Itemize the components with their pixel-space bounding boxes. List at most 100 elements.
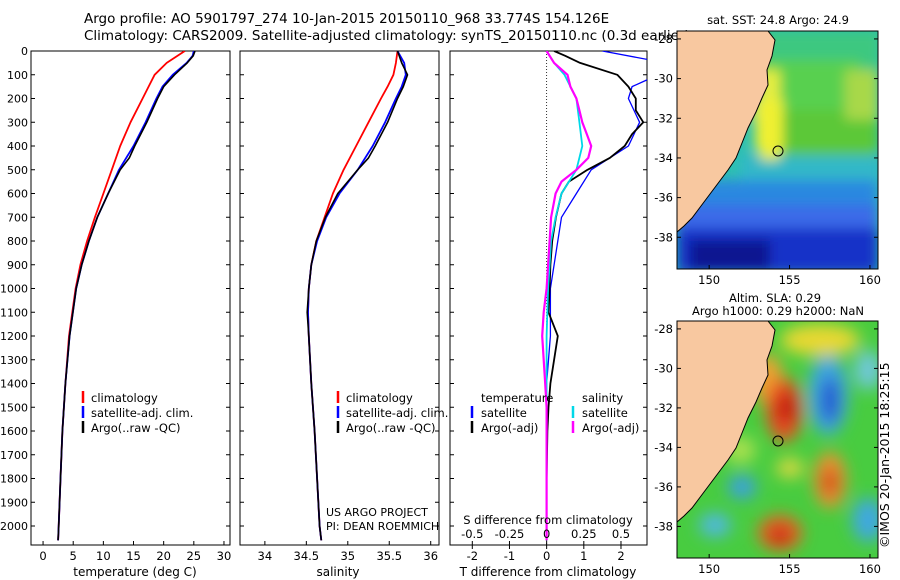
temperature-x-tick-label: 25	[186, 549, 201, 563]
depth-tick-label: 100	[7, 69, 28, 82]
temperature-axes-frame	[30, 50, 231, 546]
depth-tick-label: 2000	[0, 520, 28, 533]
difference-s-tick-label: 0.25	[571, 527, 597, 541]
temperature-argo-line	[57, 51, 196, 541]
sla-lon-tick-label: 155	[779, 562, 801, 576]
legend-label-satellite-adj: satellite-adj. clim.	[91, 406, 193, 420]
sst-lat-tick-label: -36	[654, 191, 673, 205]
depth-tick-label: 800	[7, 235, 28, 248]
temperature-x-tick-label: 5	[70, 549, 77, 563]
figure-title: Argo profile: AO 5901797_274 10-Jan-2015…	[84, 11, 690, 45]
legend-label-argo: Argo(..raw -QC)	[346, 421, 436, 435]
salinity-legend: climatology satellite-adj. clim. Argo(..…	[336, 391, 448, 435]
difference-t-tick-label: 1	[580, 549, 587, 563]
sla-map-title-line2: Argo h1000: 0.29 h2000: NaN	[692, 304, 864, 318]
difference-s-tick-label: 0.5	[612, 527, 630, 541]
sla-field	[677, 321, 878, 558]
temperature-series	[57, 51, 196, 541]
temperature-x-ticks: 0 5 10 15 20 25 30	[39, 541, 231, 563]
temperature-x-tick-label: 10	[96, 549, 111, 563]
salinity-series	[306, 51, 409, 541]
temperature-xlabel: temperature (deg C)	[73, 565, 196, 579]
credit-project: US ARGO PROJECT	[326, 506, 428, 519]
temperature-x-tick-label: 20	[156, 549, 171, 563]
difference-t-ticks: -2 -1 0 1 2	[467, 541, 625, 563]
sla-map-title-line1: Altim. SLA: 0.29	[729, 291, 821, 305]
legend-label-t-argo: Argo(-adj)	[481, 421, 538, 435]
sst-lon-tick-label: 160	[859, 273, 881, 287]
sla-map: Altim. SLA: 0.29 Argo h1000: 0.29 h2000:…	[654, 291, 881, 576]
salinity-argo-line	[306, 51, 409, 541]
salinity-y-ticks	[240, 50, 439, 527]
difference-t-satellite-line	[545, 51, 647, 541]
sst-map-frame	[676, 30, 879, 270]
sst-lat-tick-label: -32	[654, 111, 673, 125]
temperature-x-tick-label: 0	[39, 549, 46, 563]
depth-tick-label: 300	[7, 116, 28, 129]
sla-lat-tick-label: -28	[654, 322, 673, 336]
salinity-xlabel: salinity	[316, 565, 359, 579]
difference-s-tick-label: -0.5	[461, 527, 483, 541]
depth-tick-label: 1600	[0, 425, 28, 438]
sst-latitude-ticks: -28 -30 -32 -34 -36 -38	[654, 32, 878, 244]
legend-label-satellite-adj: satellite-adj. clim.	[346, 406, 448, 420]
depth-tick-label: 1200	[0, 330, 28, 343]
sla-latitude-ticks: -28 -30 -32 -34 -36 -38	[654, 322, 878, 533]
salinity-axes-frame	[239, 50, 440, 546]
depth-tick-label: 1700	[0, 449, 28, 462]
depth-tick-label: 1300	[0, 354, 28, 367]
sla-lat-tick-label: -30	[654, 361, 673, 375]
difference-panel: -0.5 -0.25 0 0.25 0.5 -2 -1 0 1 2 S difference f…	[449, 50, 648, 579]
s-difference-label: S difference from climatology	[463, 513, 633, 527]
sla-lon-tick-label: 160	[859, 562, 881, 576]
salinity-x-tick-label: 35	[340, 549, 355, 563]
sst-land	[676, 30, 776, 234]
depth-tick-label: 700	[7, 211, 28, 224]
temperature-legend: climatology satellite-adj. clim. Argo(..…	[81, 391, 193, 435]
salinity-x-ticks: 34 34.5 35 35.5 36	[258, 541, 438, 563]
sla-lat-tick-label: -34	[654, 440, 673, 454]
legend-title-salinity: salinity	[582, 391, 623, 405]
temperature-x-tick-label: 15	[126, 549, 141, 563]
salinity-x-tick-label: 34.5	[294, 549, 320, 563]
depth-tick-label: 1500	[0, 401, 28, 414]
sla-longitude-ticks: 150 155 160	[698, 554, 881, 576]
credit-pi: PI: DEAN ROEMMICH	[326, 520, 439, 533]
sla-map-frame	[676, 320, 879, 559]
depth-tick-label: 900	[7, 259, 28, 272]
salinity-panel: 34 34.5 35 35.5 36 salinity climatology sate…	[239, 50, 448, 579]
difference-t-argo-line	[545, 51, 645, 541]
depth-tick-label: 400	[7, 140, 28, 153]
depth-axis-ticks: 0 100 200 300 400 500 600 700 800 900 1000 1100 1200…	[0, 45, 230, 533]
title-line-2: Climatology: CARS2009. Satellite-adjuste…	[84, 28, 690, 44]
difference-t-tick-label: 0	[543, 549, 550, 563]
depth-tick-label: 0	[21, 45, 28, 58]
difference-s-tick-label: -0.25	[495, 527, 525, 541]
sst-lat-tick-label: -28	[654, 32, 673, 46]
difference-s-tick-label: 0	[543, 527, 550, 541]
legend-label-s-argo: Argo(-adj)	[582, 421, 639, 435]
t-difference-xlabel: T difference from climatology	[459, 565, 637, 579]
legend-label-climatology: climatology	[91, 391, 158, 405]
sst-map-title: sat. SST: 24.8 Argo: 24.9	[707, 13, 849, 27]
difference-s-argo-line	[541, 51, 593, 541]
legend-label-t-satellite: satellite	[481, 406, 527, 420]
salinity-x-tick-label: 34	[258, 549, 273, 563]
temperature-panel: 0100200300400500600700800900100011001200…	[0, 45, 231, 579]
legend-title-temperature: temperature	[481, 391, 553, 405]
depth-tick-label: 1400	[0, 378, 28, 391]
difference-legend: temperature salinity satellite Argo(-adj…	[470, 391, 639, 435]
sla-land	[676, 320, 776, 524]
difference-t-tick-label: 2	[617, 549, 624, 563]
sst-lon-tick-label: 150	[698, 273, 720, 287]
difference-t-tick-label: -2	[467, 549, 478, 563]
legend-label-argo: Argo(..raw -QC)	[91, 421, 181, 435]
salinity-x-tick-label: 35.5	[376, 549, 402, 563]
difference-s-ticks: -0.5 -0.25 0 0.25 0.5	[461, 527, 630, 549]
sst-lat-tick-label: -38	[654, 230, 673, 244]
depth-tick-label: 1000	[0, 283, 28, 296]
sst-longitude-ticks: 150 155 160	[698, 265, 881, 287]
sla-lon-tick-label: 150	[698, 562, 720, 576]
temperature-satellite-line	[57, 51, 195, 541]
